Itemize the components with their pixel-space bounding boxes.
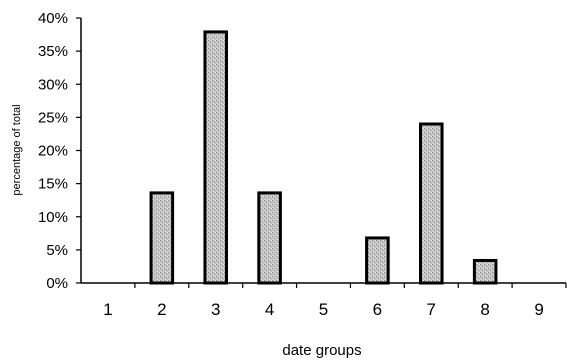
bar (149, 191, 175, 285)
y-tick-label: 15% (38, 176, 68, 193)
x-ticks-group: 1 2 3 4 5 6 7 8 9 (103, 283, 567, 319)
y-tick-label: 25% (38, 109, 68, 126)
bar (472, 258, 498, 285)
x-tick-label: 7 (427, 300, 436, 319)
x-tick-label: 3 (211, 300, 220, 319)
bar (365, 236, 390, 285)
bars-group (149, 30, 498, 285)
x-tick-label: 9 (534, 300, 543, 319)
y-tick-label: 0% (46, 275, 68, 292)
y-tick-label: 30% (38, 76, 68, 93)
y-tick-label: 40% (38, 10, 68, 27)
bar (203, 30, 228, 285)
y-ticks-group: 0% 5% 10% 15% 20% 25% 30% 35% 40% (38, 10, 81, 292)
x-tick-label: 2 (157, 300, 166, 319)
y-tick-label: 35% (38, 43, 68, 60)
y-tick-label: 20% (38, 143, 68, 160)
x-tick-label: 8 (480, 300, 489, 319)
x-tick-label: 5 (319, 300, 328, 319)
x-tick-label: 4 (265, 300, 274, 319)
x-tick-label: 6 (373, 300, 382, 319)
bar (257, 191, 282, 285)
x-tick-label: 1 (103, 300, 112, 319)
y-tick-label: 5% (46, 242, 68, 259)
y-axis-label: percentage of total (11, 104, 23, 195)
y-tick-label: 10% (38, 209, 68, 226)
x-axis-label: date groups (282, 342, 361, 359)
bar (419, 122, 444, 285)
